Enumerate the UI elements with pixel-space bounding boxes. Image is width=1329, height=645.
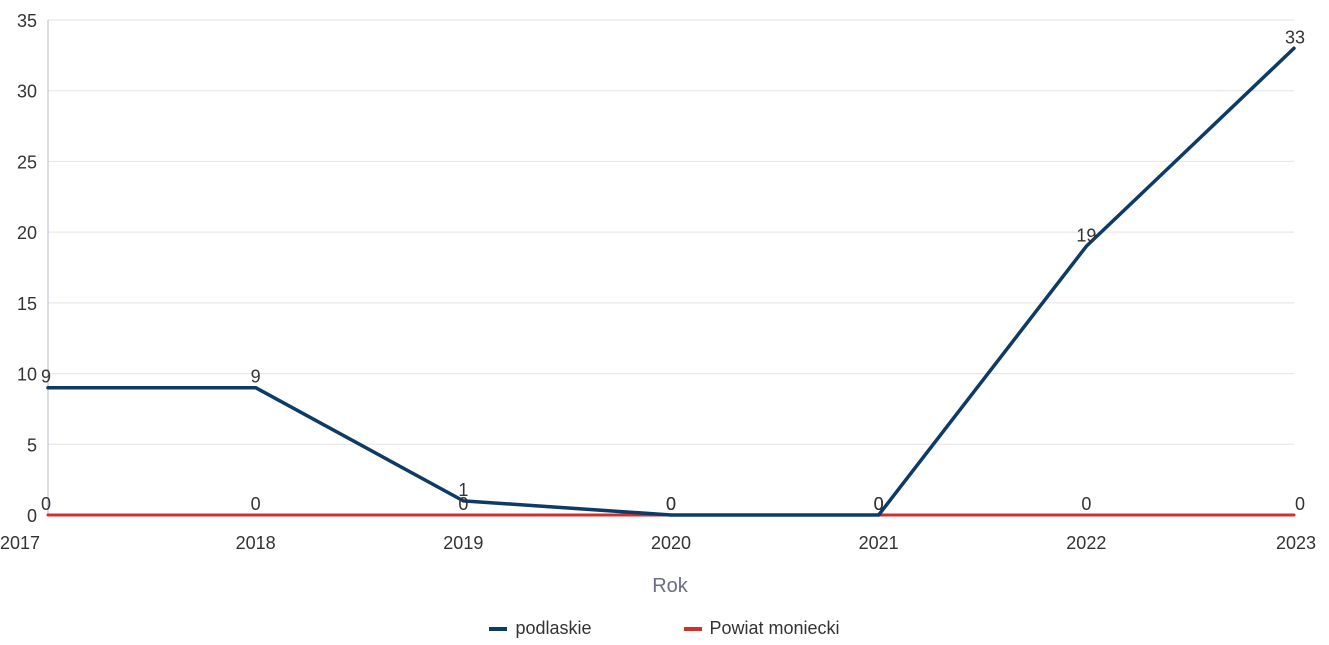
x-tick-2018: 2018 (236, 533, 276, 553)
y-tick-15: 15 (17, 294, 37, 314)
data-label-powiat-moniecki-2023: 0 (1295, 494, 1305, 514)
data-label-podlaskie-2018: 9 (251, 367, 261, 387)
legend-swatch-podlaskie (489, 626, 508, 631)
legend-swatch-powiat-moniecki (683, 626, 702, 631)
y-tick-10: 10 (17, 365, 37, 385)
x-tick-labels: 2017 2018 2019 2020 2021 2022 2023 (0, 533, 1316, 553)
x-tick-2022: 2022 (1066, 533, 1106, 553)
data-label-powiat-moniecki-2022: 0 (1081, 494, 1091, 514)
data-label-powiat-moniecki-2020: 0 (666, 494, 676, 514)
legend-label-powiat-moniecki: Powiat moniecki (709, 618, 840, 638)
series-lines (46, 46, 1296, 517)
y-tick-5: 5 (27, 435, 37, 455)
data-label-powiat-moniecki-2017: 0 (41, 494, 51, 514)
series-line-podlaskie (46, 46, 1296, 517)
legend-item-podlaskie[interactable]: podlaskie (489, 618, 592, 639)
x-tick-2017: 2017 (0, 533, 40, 553)
x-tick-2019: 2019 (443, 533, 483, 553)
gridlines (48, 19, 1294, 445)
y-tick-25: 25 (17, 152, 37, 172)
legend: podlaskie Powiat moniecki (0, 618, 1329, 639)
data-label-podlaskie-2020: 0 (666, 494, 676, 514)
x-axis-title: Rok (652, 575, 689, 597)
data-label-podlaskie-2019: 1 (458, 480, 468, 500)
y-tick-labels: 0 5 10 15 20 25 30 35 (17, 11, 37, 526)
data-label-podlaskie-2023: 33 (1285, 27, 1305, 47)
legend-label-podlaskie: podlaskie (515, 618, 592, 638)
y-tick-30: 30 (17, 82, 37, 102)
data-label-podlaskie-2022: 19 (1076, 225, 1096, 245)
axes (47, 20, 1294, 516)
x-tick-2020: 2020 (651, 533, 691, 553)
x-tick-2023: 2023 (1276, 533, 1316, 553)
data-label-podlaskie-2021: 0 (874, 494, 884, 514)
data-label-podlaskie-2017: 9 (41, 367, 51, 387)
y-tick-35: 35 (17, 11, 37, 31)
legend-item-powiat-moniecki[interactable]: Powiat moniecki (683, 618, 840, 639)
x-tick-2021: 2021 (859, 533, 899, 553)
y-tick-20: 20 (17, 223, 37, 243)
data-label-powiat-moniecki-2021: 0 (874, 494, 884, 514)
data-label-powiat-moniecki-2018: 0 (251, 494, 261, 514)
y-tick-0: 0 (27, 506, 37, 526)
data-label-powiat-moniecki-2019: 0 (458, 494, 468, 514)
